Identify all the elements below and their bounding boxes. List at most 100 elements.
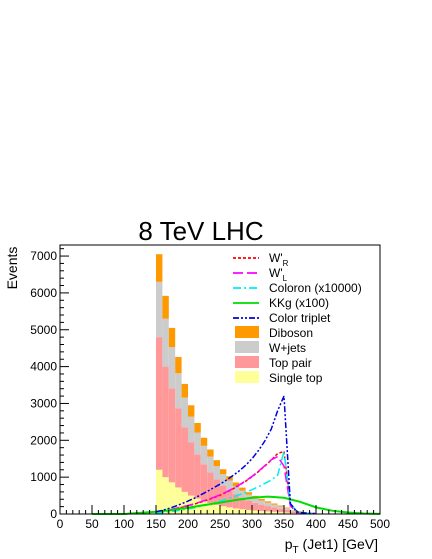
x-axis-title: pT (Jet1) [GeV] bbox=[285, 536, 378, 556]
bar-top-pair bbox=[232, 494, 240, 509]
legend-label: W'R bbox=[269, 251, 289, 268]
bar-top-pair bbox=[175, 408, 182, 488]
bar-w-jets bbox=[200, 445, 208, 465]
y-tick-label: 5000 bbox=[30, 323, 57, 337]
legend-label-main: KKg (x100) bbox=[269, 296, 329, 310]
bar-w-jets bbox=[168, 347, 176, 389]
bar-single-top bbox=[239, 509, 246, 514]
bar-top-pair bbox=[188, 442, 195, 496]
bar-top-pair bbox=[213, 479, 220, 505]
legend-label-sub: R bbox=[283, 259, 289, 268]
bar-w-jets bbox=[181, 397, 188, 428]
legend-fill-swatch bbox=[235, 326, 259, 338]
legend-label-main: Color triplet bbox=[269, 311, 331, 325]
line-kkg-x100 bbox=[92, 495, 381, 515]
bar-single-top bbox=[277, 512, 284, 514]
bar-diboson bbox=[162, 295, 169, 319]
x-tick-label: 50 bbox=[85, 517, 99, 531]
bar-diboson bbox=[277, 505, 284, 507]
bar-top-pair bbox=[271, 507, 278, 512]
bar-w-jets bbox=[220, 474, 227, 486]
bar-single-top bbox=[175, 487, 182, 514]
bar-w-jets bbox=[284, 508, 291, 510]
bar-top-pair bbox=[239, 497, 246, 510]
bar-top-pair bbox=[162, 366, 169, 478]
bar-single-top bbox=[207, 502, 214, 514]
bar-w-jets bbox=[175, 373, 182, 409]
bar-diboson bbox=[271, 503, 278, 505]
bar-w-jets bbox=[156, 281, 163, 338]
y-tick-label: 7000 bbox=[30, 249, 57, 263]
bar-w-jets bbox=[258, 500, 265, 505]
legend-label: W+jets bbox=[269, 341, 306, 355]
bar-w-jets bbox=[226, 480, 233, 491]
bar-diboson bbox=[213, 460, 220, 467]
bar-w-jets bbox=[239, 490, 246, 498]
y-tick-label: 2000 bbox=[30, 433, 57, 447]
legend-label: Top pair bbox=[269, 356, 312, 370]
x-tick-label: 500 bbox=[370, 517, 390, 531]
bar-single-top bbox=[226, 507, 233, 514]
x-axis-title-main: p bbox=[285, 536, 293, 552]
bar-top-pair bbox=[277, 508, 284, 513]
bar-w-jets bbox=[290, 510, 297, 512]
bar-top-pair bbox=[284, 509, 291, 513]
bar-w-jets bbox=[194, 432, 201, 455]
bar-diboson bbox=[258, 498, 265, 501]
legend-label: KKg (x100) bbox=[269, 296, 329, 310]
bar-diboson bbox=[168, 327, 176, 348]
legend-label: Coloron (x10000) bbox=[269, 281, 362, 295]
legend-fill-swatch bbox=[235, 371, 259, 383]
bar-top-pair bbox=[207, 472, 214, 503]
bar-w-jets bbox=[188, 416, 195, 443]
bar-diboson bbox=[245, 492, 252, 495]
bar-single-top bbox=[162, 477, 169, 514]
y-tick-label: 6000 bbox=[30, 286, 57, 300]
bar-w-jets bbox=[252, 497, 259, 503]
bar-top-pair bbox=[290, 511, 297, 514]
legend-fill-swatch bbox=[235, 356, 259, 368]
line-color-triplet bbox=[155, 395, 317, 515]
bar-single-top bbox=[213, 504, 220, 514]
bar-w-jets bbox=[213, 466, 220, 480]
bar-w-jets bbox=[277, 506, 284, 509]
bar-diboson bbox=[181, 383, 188, 398]
bar-w-jets bbox=[271, 504, 278, 508]
bar-w-jets bbox=[162, 318, 169, 367]
bar-single-top bbox=[264, 511, 272, 514]
bar-single-top bbox=[245, 509, 252, 514]
legend-label-main: W' bbox=[269, 251, 283, 265]
bar-single-top bbox=[181, 491, 188, 514]
bar-diboson bbox=[284, 507, 291, 509]
x-tick-label: 400 bbox=[306, 517, 326, 531]
stacked-bars bbox=[156, 254, 316, 514]
legend-fill-swatch bbox=[235, 341, 259, 353]
bar-top-pair bbox=[200, 464, 208, 502]
legend-label: Diboson bbox=[269, 326, 313, 340]
bar-single-top bbox=[156, 469, 163, 514]
bar-diboson bbox=[220, 469, 227, 475]
x-tick-label: 0 bbox=[57, 517, 64, 531]
bar-diboson bbox=[232, 482, 240, 486]
bar-diboson bbox=[156, 254, 163, 282]
x-axis-title-sub: T bbox=[293, 545, 299, 556]
bar-diboson bbox=[188, 405, 195, 417]
bar-top-pair bbox=[168, 388, 176, 483]
bar-top-pair bbox=[156, 337, 163, 470]
bar-w-jets bbox=[207, 456, 214, 473]
bar-top-pair bbox=[220, 485, 227, 507]
bar-single-top bbox=[200, 501, 208, 514]
line-w-r bbox=[155, 450, 317, 515]
bar-top-pair bbox=[245, 500, 252, 510]
x-tick-label: 100 bbox=[114, 517, 134, 531]
bar-w-jets bbox=[232, 485, 240, 495]
x-tick-label: 450 bbox=[338, 517, 358, 531]
bar-single-top bbox=[232, 508, 240, 514]
x-tick-label: 350 bbox=[274, 517, 294, 531]
y-tick-label: 0 bbox=[50, 507, 57, 521]
legend-label: Single top bbox=[269, 371, 323, 385]
bar-single-top bbox=[168, 482, 176, 514]
x-tick-label: 200 bbox=[178, 517, 198, 531]
legend-label-sub: L bbox=[283, 274, 288, 283]
